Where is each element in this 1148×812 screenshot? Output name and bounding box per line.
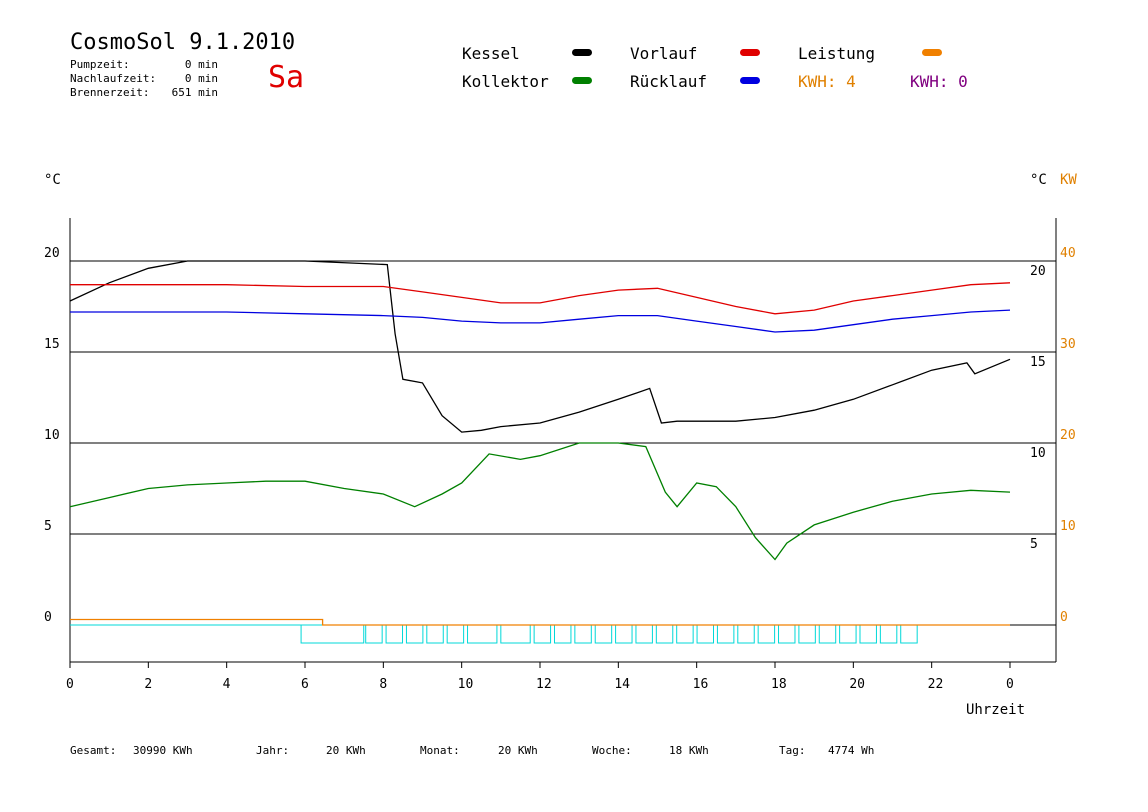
footer-monat-label: Monat: — [420, 744, 460, 757]
day-label: Sa — [268, 60, 305, 95]
y-tick-label-left: 10 — [44, 428, 60, 443]
legend-ruecklauf: Rücklauf — [630, 72, 708, 91]
x-tick-label: 2 — [144, 677, 152, 692]
legend-leistung: Leistung — [798, 44, 876, 63]
nachlauf-label: Nachlaufzeit: — [70, 72, 157, 85]
footer-monat-value: 20 KWh — [498, 744, 538, 757]
footer-gesamt-value: 30990 KWh — [133, 744, 193, 757]
series-leistung-line — [70, 618, 1010, 626]
brenner-label: Brennerzeit: — [70, 86, 150, 99]
pump-pulse — [553, 624, 572, 644]
pump-pulse — [405, 624, 424, 644]
series-kollektor-line — [69, 442, 1011, 561]
pump-pulse — [533, 624, 552, 644]
x-tick-label: 0 — [1006, 677, 1014, 692]
footer-tag-label: Tag: — [779, 744, 806, 757]
nachlauf-value: 0 min — [184, 72, 218, 85]
footer-woche-label: Woche: — [592, 744, 632, 757]
legend-leistung-swatch — [922, 49, 942, 56]
series-kessel-line — [69, 260, 1011, 433]
x-tick-label: 6 — [301, 677, 309, 692]
x-tick-label: 0 — [66, 677, 74, 692]
pump-pulse — [859, 624, 877, 644]
pump-pulse — [467, 624, 498, 644]
footer-gesamt-label: Gesamt: — [70, 744, 117, 757]
legend-vorlauf: Vorlauf — [630, 44, 698, 63]
pump-pulse — [300, 624, 365, 644]
y-tick-label-left: 15 — [44, 337, 60, 352]
pump-pulse — [737, 624, 755, 644]
x-tick-label: 10 — [458, 677, 474, 692]
x-tick-label: 20 — [849, 677, 865, 692]
pump-pulse — [446, 624, 465, 644]
x-axis-label: Uhrzeit — [966, 702, 1025, 718]
pump-pulse — [696, 624, 715, 644]
pump-pulse — [615, 624, 633, 644]
pump-pulse — [676, 624, 694, 644]
x-tick-label: 16 — [693, 677, 709, 692]
x-tick-label: 8 — [379, 677, 387, 692]
legend-kwh1: KWH: 4 — [798, 72, 856, 91]
pump-pulse — [778, 624, 796, 644]
pump-pulse — [716, 624, 735, 644]
pump-pulse — [655, 624, 674, 644]
y-tick-label-kw: 20 — [1060, 428, 1076, 443]
pump-pulse — [798, 624, 816, 644]
y-tick-label-right: 10 — [1030, 446, 1046, 461]
y-tick-label-left: 20 — [44, 246, 60, 261]
pump-pulse — [426, 624, 444, 644]
legend-kollektor: Kollektor — [462, 72, 549, 91]
y-tick-label-left: 5 — [44, 519, 52, 534]
series-ruecklauf-line — [70, 309, 1011, 333]
x-tick-label: 12 — [536, 677, 552, 692]
series-vorlauf-line — [70, 282, 1011, 315]
left-axis-unit: °C — [44, 172, 61, 188]
x-tick-label: 4 — [223, 677, 231, 692]
brenner-value: 651 min — [171, 86, 218, 99]
pump-pulse — [900, 624, 918, 644]
x-tick-label: 14 — [614, 677, 630, 692]
footer-jahr-value: 20 KWh — [326, 744, 366, 757]
pump-pulse — [594, 624, 613, 644]
footer-woche-value: 18 KWh — [669, 744, 709, 757]
pump-pulse — [500, 624, 531, 644]
temperature-chart: °C °C KW 0 0 5 10 10 20 15 30 20 40 5 10 15 20 0 2 4 6 8 10… — [44, 172, 1077, 718]
y-tick-label-kw: 40 — [1060, 246, 1076, 261]
legend-kessel: Kessel — [462, 44, 520, 63]
pump-pulse — [385, 624, 404, 644]
pump-pulse — [879, 624, 898, 644]
legend-vorlauf-swatch — [740, 49, 760, 56]
right-axis-unit: °C — [1030, 172, 1047, 188]
pump-pulse — [818, 624, 837, 644]
legend-kessel-swatch — [572, 49, 592, 56]
page-title: CosmoSol 9.1.2010 — [70, 30, 296, 55]
x-tick-label: 18 — [771, 677, 787, 692]
y-tick-label-kw: 30 — [1060, 337, 1076, 352]
legend-ruecklauf-swatch — [740, 77, 760, 84]
pump-pulse — [757, 624, 776, 644]
y-tick-label-kw: 10 — [1060, 519, 1076, 534]
footer-tag-value: 4774 Wh — [828, 744, 875, 757]
legend-kollektor-swatch — [572, 77, 592, 84]
y-tick-label-kw: 0 — [1060, 610, 1068, 625]
pumpzeit-value: 0 min — [184, 58, 218, 71]
y-tick-label-right: 5 — [1030, 537, 1038, 552]
y-tick-label-right: 20 — [1030, 264, 1046, 279]
pumpzeit-label: Pumpzeit: — [70, 58, 130, 71]
pump-pulse — [635, 624, 653, 644]
y-tick-label-left: 0 — [44, 610, 52, 625]
footer-jahr-label: Jahr: — [256, 744, 290, 757]
legend-kwh2: KWH: 0 — [910, 72, 968, 91]
pump-pulse — [839, 624, 857, 644]
y-tick-label-right: 15 — [1030, 355, 1046, 370]
pump-pulse — [574, 624, 592, 644]
right-axis-unit-kw: KW — [1060, 172, 1077, 188]
x-tick-label: 22 — [928, 677, 944, 692]
pump-pulse — [365, 624, 383, 644]
